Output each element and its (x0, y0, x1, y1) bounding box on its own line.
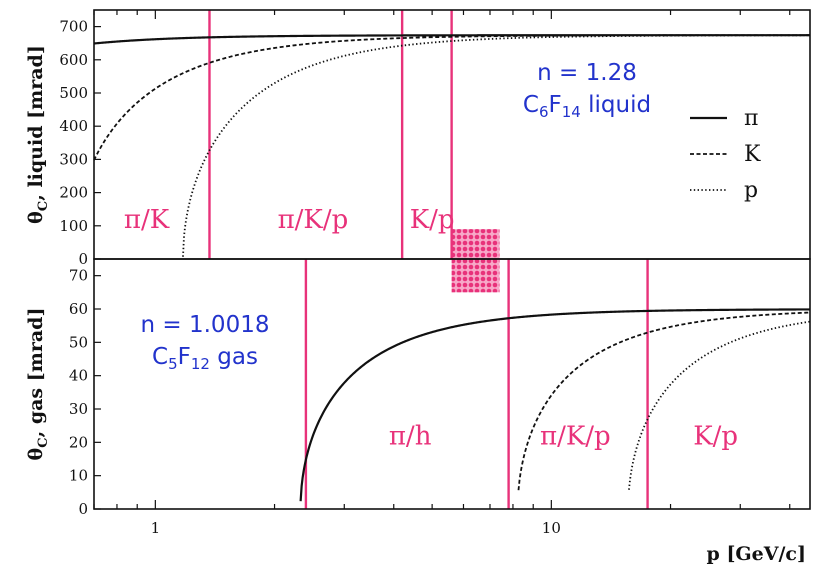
bottom-ytick-label: 50 (69, 333, 88, 351)
bottom-region-label-1: π/K/p (540, 422, 611, 452)
x-tick-label: 1 (151, 519, 161, 537)
top-ytick-label: 100 (59, 217, 88, 235)
frame-layer (93, 9, 811, 510)
top-region-label-0: π/K (124, 205, 170, 235)
legend-label-dashed: K (744, 142, 761, 167)
bottom-ytick-label: 40 (69, 367, 88, 385)
bottom-region-label-2: K/p (693, 422, 738, 452)
legend-label-solid: π (744, 106, 758, 131)
boundary-layer (208, 10, 649, 509)
top-ytick-label: 0 (78, 250, 88, 268)
bottom-radiator-label: C5F12 gas (152, 344, 258, 373)
bottom-curve-dotted (628, 320, 811, 490)
bottom-curve-dashed (517, 311, 811, 491)
top-ytick-label: 600 (59, 51, 88, 69)
top-ytick-label: 300 (59, 150, 88, 168)
top-region-label-1: π/K/p (278, 205, 349, 235)
top-ytick-label: 700 (59, 18, 88, 36)
top-ytick-label: 200 (59, 184, 88, 202)
bottom-ytick-label: 20 (69, 433, 88, 451)
bottom-ytick-label: 10 (69, 467, 88, 485)
bottom-curve-solid (299, 308, 810, 502)
top-ytick-label: 500 (59, 84, 88, 102)
bottom-y-axis-title: θC, gas [mrad] (25, 308, 51, 461)
legend-label-dotted: p (744, 178, 758, 203)
top-radiator-label: C6F14 liquid (523, 92, 651, 121)
top-y-axis-title: θC, liquid [mrad] (25, 45, 51, 224)
text-layer: 0 100 200 300 400 500 600 700 0 10 20 30 40 50 60 70 1 10… (25, 18, 806, 565)
top-ytick-label: 400 (59, 117, 88, 135)
bottom-ytick-label: 70 (69, 267, 88, 285)
top-region-label-2: K/p (410, 205, 455, 235)
top-refractive-index-label: n = 1.28 (537, 60, 637, 86)
x-axis-title: p [GeV/c] (707, 543, 806, 565)
curve-layer (93, 34, 811, 502)
top-curve-dotted (182, 34, 810, 257)
bottom-plot-frame (93, 258, 811, 510)
x-tick-label: 10 (542, 519, 561, 537)
bottom-ytick-label: 30 (69, 400, 88, 418)
acceptance-hatch-box (451, 229, 500, 293)
bottom-ytick-label: 0 (78, 500, 88, 518)
bottom-refractive-index-label: n = 1.0018 (141, 312, 270, 338)
bottom-ytick-label: 60 (69, 300, 88, 318)
bottom-region-label-0: π/h (389, 422, 432, 452)
